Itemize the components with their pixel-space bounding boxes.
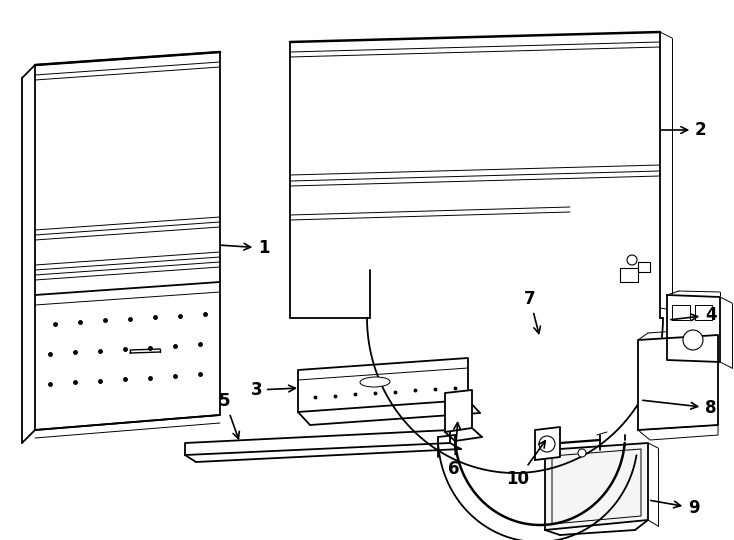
Polygon shape: [620, 268, 638, 282]
Text: 9: 9: [651, 499, 700, 517]
Polygon shape: [298, 358, 468, 412]
Polygon shape: [35, 52, 220, 430]
Text: 2: 2: [661, 121, 707, 139]
Polygon shape: [695, 305, 712, 320]
Text: 3: 3: [250, 381, 295, 399]
Polygon shape: [445, 390, 472, 432]
Ellipse shape: [360, 377, 390, 387]
Polygon shape: [638, 262, 650, 272]
Text: 8: 8: [643, 399, 716, 417]
Polygon shape: [290, 175, 370, 318]
Polygon shape: [290, 32, 660, 175]
Text: 6: 6: [448, 423, 460, 478]
Polygon shape: [638, 425, 718, 440]
Text: 7: 7: [524, 290, 540, 334]
Circle shape: [683, 330, 703, 350]
Polygon shape: [535, 427, 560, 460]
Circle shape: [539, 436, 555, 452]
Polygon shape: [672, 305, 690, 320]
Circle shape: [627, 255, 637, 265]
Polygon shape: [185, 430, 450, 455]
Text: 5: 5: [219, 392, 239, 438]
Polygon shape: [545, 443, 648, 530]
Text: 1: 1: [221, 239, 269, 257]
Polygon shape: [667, 295, 720, 362]
Circle shape: [578, 449, 586, 457]
Text: 10: 10: [506, 441, 545, 488]
Polygon shape: [638, 335, 718, 430]
Text: 4: 4: [671, 306, 716, 324]
